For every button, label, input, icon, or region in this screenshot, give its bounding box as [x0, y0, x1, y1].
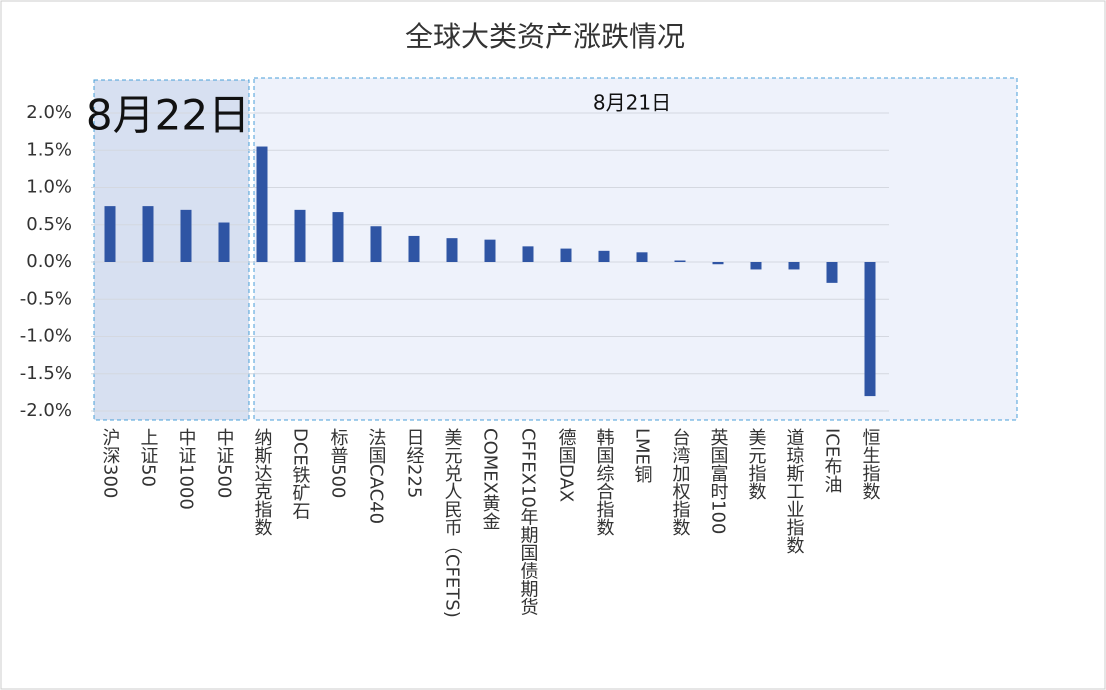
bar	[408, 235, 420, 262]
x-tick-label: 美元兑人民币（CFETS)	[442, 428, 463, 618]
y-tick-label: -1.5%	[20, 363, 72, 384]
x-tick-label: DCE铁矿石	[290, 428, 311, 520]
bar	[636, 252, 648, 262]
annotation: 8月21日	[593, 91, 671, 115]
x-tick-label: 德国DAX	[556, 428, 577, 502]
y-tick-label: -1.0%	[20, 326, 72, 347]
chart-title: 全球大类资产涨跌情况	[405, 20, 685, 53]
x-tick-label: 上证50	[138, 428, 159, 487]
x-tick-label: 法国CAC40	[366, 428, 387, 524]
x-tick-label: 恒生指数	[860, 428, 881, 500]
x-tick-label: 道琼斯工业指数	[784, 428, 805, 554]
x-tick-label: 韩国综合指数	[594, 428, 615, 536]
y-tick-label: 0.5%	[26, 214, 72, 235]
bar	[750, 262, 762, 270]
bar	[598, 250, 610, 262]
bar	[446, 238, 458, 262]
bar	[826, 262, 838, 283]
bar	[484, 239, 496, 262]
bar	[180, 209, 192, 262]
x-tick-label: ICE布油	[822, 428, 843, 493]
bar	[788, 262, 800, 270]
y-tick-label: -2.0%	[20, 400, 72, 421]
bar	[332, 212, 344, 262]
bar	[560, 248, 572, 262]
x-tick-label: 台湾加权指数	[670, 428, 691, 536]
bar	[294, 209, 306, 262]
x-tick-label: 沪深300	[100, 428, 121, 499]
annotation: 8月22日	[86, 91, 250, 140]
bar	[864, 262, 876, 397]
x-tick-label: 中证500	[214, 428, 235, 499]
y-tick-label: 1.0%	[26, 177, 72, 198]
x-tick-label: 英国富时100	[708, 428, 729, 535]
x-tick-label: LME铜	[632, 428, 653, 484]
x-tick-label: CFFEX10年期国债期货	[518, 428, 539, 616]
y-tick-label: 0.0%	[26, 251, 72, 272]
x-tick-label: 纳斯达克指数	[252, 428, 273, 536]
x-tick-label: 标普500	[328, 428, 349, 499]
x-tick-label: 中证1000	[176, 428, 197, 510]
region-highlight	[253, 77, 1018, 421]
bar	[522, 246, 534, 262]
y-tick-label: 1.5%	[26, 139, 72, 160]
y-tick-label: 2.0%	[26, 102, 72, 123]
bar	[104, 206, 116, 262]
bar	[218, 222, 230, 262]
bar	[712, 262, 724, 265]
x-tick-label: COMEX黄金	[480, 428, 501, 530]
x-tick-label: 日经225	[404, 428, 425, 498]
bar	[370, 226, 382, 262]
bar	[142, 206, 154, 262]
x-tick-label: 美元指数	[746, 428, 767, 500]
bar	[256, 146, 268, 262]
bar	[674, 260, 686, 262]
y-tick-label: -0.5%	[20, 288, 72, 309]
